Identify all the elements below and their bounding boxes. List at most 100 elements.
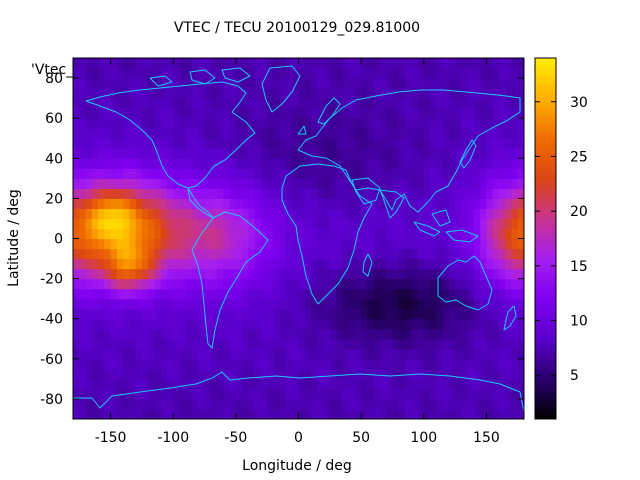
- heatmap-cell: [511, 348, 519, 360]
- heatmap-cell: [91, 118, 99, 129]
- heatmap-cell: [461, 128, 469, 139]
- heatmap-cell: [179, 378, 187, 390]
- heatmap-cell: [129, 108, 137, 119]
- heatmap-cell: [336, 68, 343, 79]
- heatmap-cell: [473, 248, 481, 260]
- heatmap-cell: [436, 78, 444, 89]
- heatmap-cell: [417, 378, 425, 390]
- heatmap-cell: [311, 118, 318, 129]
- heatmap-cell: [392, 408, 400, 419]
- heatmap-cell: [148, 188, 156, 199]
- heatmap-cell: [292, 218, 300, 230]
- heatmap-cell: [160, 218, 168, 230]
- heatmap-cell: [361, 378, 368, 390]
- heatmap-cell: [423, 148, 431, 159]
- heatmap-cell: [398, 338, 406, 350]
- heatmap-cell: [373, 248, 381, 260]
- heatmap-cell: [260, 338, 268, 350]
- heatmap-cell: [486, 298, 494, 310]
- heatmap-cell: [473, 328, 481, 340]
- heatmap-cell: [373, 88, 381, 99]
- heatmap-cell: [73, 98, 80, 109]
- heatmap-cell: [98, 218, 105, 230]
- heatmap-cell: [354, 178, 362, 189]
- heatmap-cell: [229, 78, 237, 89]
- heatmap-cell: [430, 338, 437, 350]
- heatmap-cell: [442, 118, 450, 129]
- heatmap-cell: [473, 218, 481, 230]
- heatmap-cell: [285, 368, 293, 380]
- heatmap-cell: [148, 148, 156, 159]
- heatmap-cell: [398, 268, 406, 280]
- heatmap-cell: [329, 218, 337, 230]
- heatmap-cell: [448, 308, 456, 320]
- heatmap-cell: [317, 318, 325, 330]
- heatmap-cell: [348, 328, 356, 340]
- heatmap-cell: [329, 208, 337, 220]
- heatmap-cell: [116, 338, 124, 350]
- heatmap-cell: [223, 318, 231, 330]
- heatmap-cell: [166, 98, 174, 109]
- heatmap-cell: [323, 338, 331, 350]
- heatmap-cell: [279, 358, 287, 370]
- heatmap-cell: [304, 88, 312, 99]
- heatmap-cell: [85, 238, 93, 250]
- heatmap-cell: [423, 168, 431, 179]
- heatmap-cell: [461, 68, 469, 79]
- heatmap-cell: [317, 188, 325, 199]
- heatmap-cell: [173, 338, 181, 350]
- heatmap-cell: [336, 88, 343, 99]
- heatmap-cell: [141, 338, 149, 350]
- heatmap-cell: [135, 408, 143, 419]
- heatmap-cell: [73, 128, 80, 139]
- heatmap-cell: [386, 228, 394, 240]
- heatmap-cell: [311, 318, 318, 330]
- heatmap-cell: [279, 258, 287, 270]
- heatmap-cell: [116, 378, 124, 390]
- heatmap-cell: [79, 288, 87, 300]
- heatmap-cell: [135, 328, 143, 340]
- heatmap-cell: [223, 138, 231, 149]
- heatmap-cell: [348, 268, 356, 280]
- heatmap-cell: [198, 168, 206, 179]
- heatmap-cell: [311, 98, 318, 109]
- heatmap-cell: [467, 308, 475, 320]
- heatmap-cell: [166, 298, 174, 310]
- heatmap-cell: [223, 158, 231, 169]
- heatmap-cell: [511, 58, 519, 69]
- heatmap-cell: [154, 78, 162, 89]
- heatmap-cell: [342, 318, 350, 330]
- heatmap-cell: [336, 318, 343, 330]
- heatmap-cell: [223, 68, 231, 79]
- heatmap-cell: [104, 288, 112, 300]
- heatmap-cell: [336, 378, 343, 390]
- heatmap-cell: [273, 308, 281, 320]
- heatmap-cell: [135, 108, 143, 119]
- heatmap-cell: [467, 218, 475, 230]
- heatmap-cell: [110, 128, 118, 139]
- heatmap-cell: [417, 338, 425, 350]
- heatmap-cell: [336, 78, 343, 89]
- heatmap-cell: [129, 138, 137, 149]
- heatmap-cell: [392, 158, 400, 169]
- heatmap-cell: [323, 68, 331, 79]
- heatmap-cell: [336, 298, 343, 310]
- heatmap-cell: [166, 228, 174, 240]
- heatmap-cell: [386, 188, 394, 199]
- heatmap-cell: [292, 238, 300, 250]
- heatmap-cell: [273, 238, 281, 250]
- heatmap-cell: [323, 148, 331, 159]
- heatmap-cell: [116, 318, 124, 330]
- heatmap-cell: [404, 178, 412, 189]
- heatmap-cell: [430, 78, 437, 89]
- heatmap-cell: [304, 308, 312, 320]
- heatmap-cell: [473, 308, 481, 320]
- heatmap-cell: [511, 298, 519, 310]
- heatmap-cell: [85, 108, 93, 119]
- heatmap-cell: [235, 108, 243, 119]
- heatmap-cell: [436, 88, 444, 99]
- heatmap-cell: [248, 68, 256, 79]
- heatmap-cell: [455, 258, 462, 270]
- heatmap-cell: [298, 308, 306, 320]
- heatmap-cell: [473, 338, 481, 350]
